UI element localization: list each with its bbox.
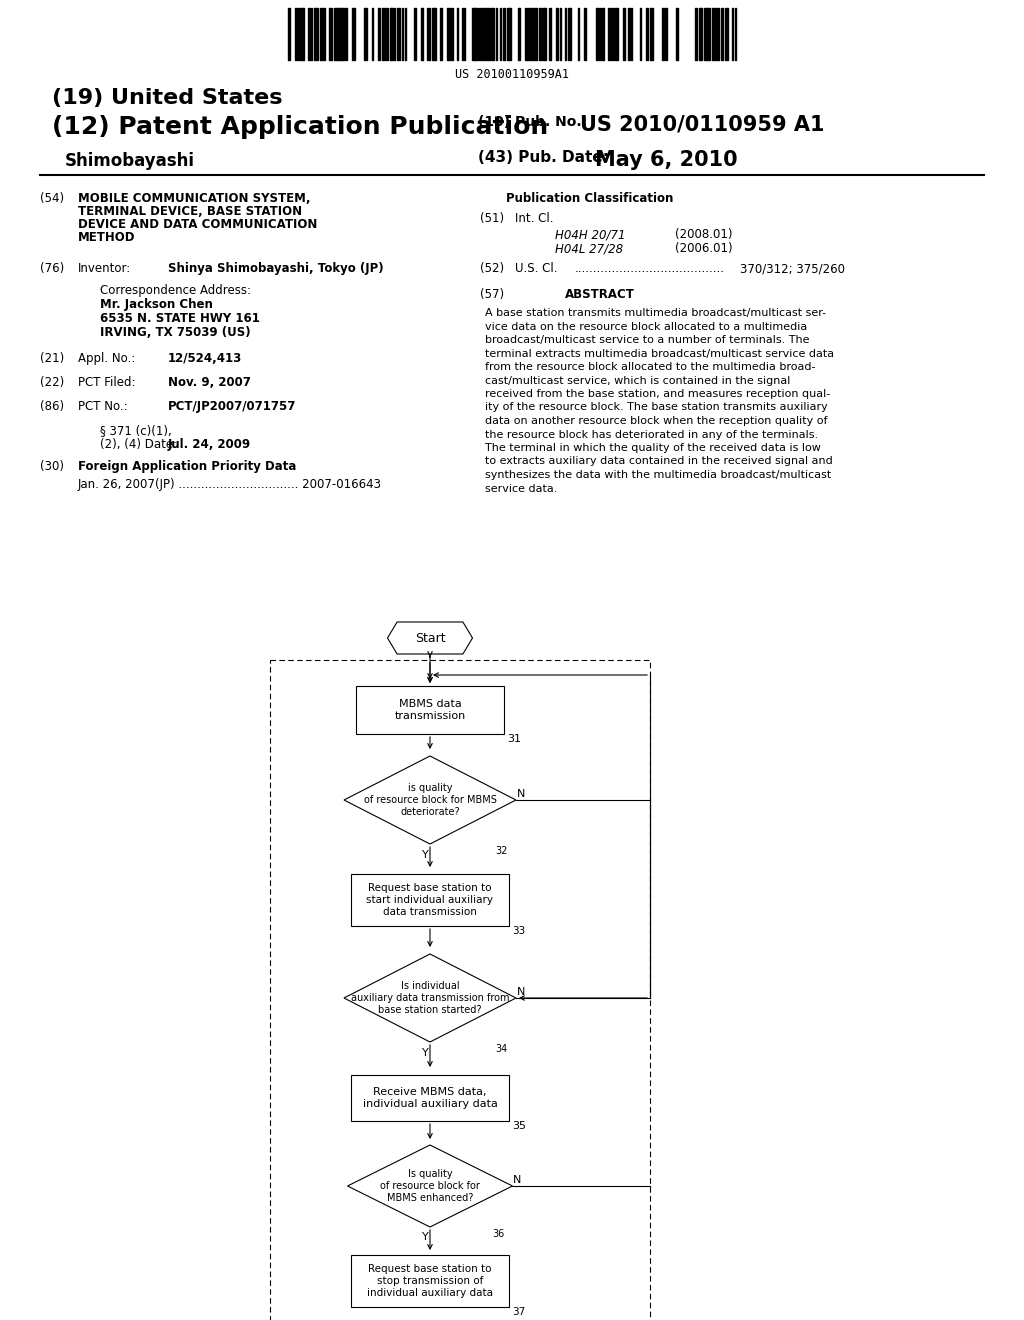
Text: (76): (76): [40, 261, 65, 275]
Bar: [356, 686, 504, 734]
Text: Is quality
of resource block for
MBMS enhanced?: Is quality of resource block for MBMS en…: [380, 1170, 480, 1203]
Text: Nov. 9, 2007: Nov. 9, 2007: [168, 376, 251, 389]
Text: May 6, 2010: May 6, 2010: [595, 150, 737, 170]
Text: Start: Start: [415, 631, 445, 644]
Text: The terminal in which the quality of the received data is low: The terminal in which the quality of the…: [485, 444, 821, 453]
Text: METHOD: METHOD: [78, 231, 135, 244]
Text: (10) Pub. No.:: (10) Pub. No.:: [478, 115, 587, 129]
Text: Y: Y: [422, 1232, 428, 1242]
Text: (54): (54): [40, 191, 65, 205]
Text: (52): (52): [480, 261, 504, 275]
Text: (19) United States: (19) United States: [52, 88, 283, 108]
Text: (2008.01): (2008.01): [675, 228, 732, 242]
Text: Appl. No.:: Appl. No.:: [78, 352, 135, 366]
Text: Shimobayashi: Shimobayashi: [65, 152, 195, 170]
Text: (86): (86): [40, 400, 65, 413]
Polygon shape: [387, 622, 472, 653]
Text: ity of the resource block. The base station transmits auxiliary: ity of the resource block. The base stat…: [485, 403, 827, 412]
Text: Jan. 26, 2007: Jan. 26, 2007: [78, 478, 156, 491]
Text: § 371 (c)(1),: § 371 (c)(1),: [100, 424, 172, 437]
Text: Y: Y: [422, 850, 428, 861]
Text: (2), (4) Date:: (2), (4) Date:: [100, 438, 177, 451]
Text: IRVING, TX 75039 (US): IRVING, TX 75039 (US): [100, 326, 251, 339]
Text: broadcast/multicast service to a number of terminals. The: broadcast/multicast service to a number …: [485, 335, 810, 345]
Text: Inventor:: Inventor:: [78, 261, 131, 275]
Text: 32: 32: [496, 846, 508, 855]
Text: DEVICE AND DATA COMMUNICATION: DEVICE AND DATA COMMUNICATION: [78, 218, 317, 231]
Text: Is individual
auxiliary data transmission from
base station started?: Is individual auxiliary data transmissio…: [351, 981, 509, 1015]
Polygon shape: [347, 1144, 512, 1228]
Text: 12/524,413: 12/524,413: [168, 352, 243, 366]
Text: service data.: service data.: [485, 483, 557, 494]
Text: N: N: [517, 987, 525, 997]
Text: N: N: [513, 1175, 521, 1185]
Text: Int. Cl.: Int. Cl.: [515, 213, 554, 224]
Text: from the resource block allocated to the multimedia broad-: from the resource block allocated to the…: [485, 362, 815, 372]
Text: A base station transmits multimedia broadcast/multicast ser-: A base station transmits multimedia broa…: [485, 308, 826, 318]
Text: to extracts auxiliary data contained in the received signal and: to extracts auxiliary data contained in …: [485, 457, 833, 466]
Text: (2006.01): (2006.01): [675, 242, 732, 255]
Text: terminal extracts multimedia broadcast/multicast service data: terminal extracts multimedia broadcast/m…: [485, 348, 835, 359]
Text: U.S. Cl.: U.S. Cl.: [515, 261, 557, 275]
Text: 34: 34: [496, 1044, 508, 1053]
Text: MBMS data
transmission: MBMS data transmission: [394, 700, 466, 721]
Text: 36: 36: [493, 1229, 505, 1239]
Bar: [270, 660, 650, 1320]
Text: Correspondence Address:: Correspondence Address:: [100, 284, 251, 297]
Text: (21): (21): [40, 352, 65, 366]
Text: TERMINAL DEVICE, BASE STATION: TERMINAL DEVICE, BASE STATION: [78, 205, 302, 218]
Text: Mr. Jackson Chen: Mr. Jackson Chen: [100, 298, 213, 312]
Text: data on another resource block when the reception quality of: data on another resource block when the …: [485, 416, 827, 426]
Text: 31: 31: [507, 734, 521, 744]
Text: (JP) ................................ 2007-016643: (JP) ................................ 20…: [155, 478, 381, 491]
Text: US 2010/0110959 A1: US 2010/0110959 A1: [580, 115, 824, 135]
Text: the resource block has deteriorated in any of the terminals.: the resource block has deteriorated in a…: [485, 429, 818, 440]
Text: 6535 N. STATE HWY 161: 6535 N. STATE HWY 161: [100, 312, 260, 325]
Text: (30): (30): [40, 459, 63, 473]
Text: (51): (51): [480, 213, 504, 224]
Text: N: N: [517, 789, 525, 799]
Polygon shape: [344, 756, 516, 843]
Text: Request base station to
start individual auxiliary
data transmission: Request base station to start individual…: [367, 883, 494, 916]
Text: cast/multicast service, which is contained in the signal: cast/multicast service, which is contain…: [485, 375, 791, 385]
Text: 33: 33: [512, 927, 525, 936]
Text: PCT Filed:: PCT Filed:: [78, 376, 135, 389]
Text: (12) Patent Application Publication: (12) Patent Application Publication: [52, 115, 548, 139]
Text: US 20100110959A1: US 20100110959A1: [455, 69, 569, 81]
Text: (43) Pub. Date:: (43) Pub. Date:: [478, 150, 609, 165]
Bar: [351, 874, 509, 927]
Text: Shinya Shimobayashi, Tokyo (JP): Shinya Shimobayashi, Tokyo (JP): [168, 261, 384, 275]
Text: MOBILE COMMUNICATION SYSTEM,: MOBILE COMMUNICATION SYSTEM,: [78, 191, 310, 205]
Text: (22): (22): [40, 376, 65, 389]
Text: H04H 20/71: H04H 20/71: [555, 228, 626, 242]
Text: received from the base station, and measures reception qual-: received from the base station, and meas…: [485, 389, 830, 399]
Text: 370/312; 375/260: 370/312; 375/260: [740, 261, 845, 275]
Polygon shape: [344, 954, 516, 1041]
Text: PCT/JP2007/071757: PCT/JP2007/071757: [168, 400, 296, 413]
Text: Jul. 24, 2009: Jul. 24, 2009: [168, 438, 251, 451]
Text: Y: Y: [422, 1048, 428, 1059]
Bar: [351, 1255, 509, 1307]
Text: 35: 35: [512, 1121, 526, 1131]
Text: Publication Classification: Publication Classification: [506, 191, 674, 205]
Bar: [351, 1074, 509, 1121]
Text: Receive MBMS data,
individual auxiliary data: Receive MBMS data, individual auxiliary …: [362, 1088, 498, 1109]
Text: ........................................: ........................................: [575, 261, 725, 275]
Text: 37: 37: [512, 1307, 525, 1317]
Text: is quality
of resource block for MBMS
deteriorate?: is quality of resource block for MBMS de…: [364, 783, 497, 817]
Text: vice data on the resource block allocated to a multimedia: vice data on the resource block allocate…: [485, 322, 807, 331]
Text: PCT No.:: PCT No.:: [78, 400, 128, 413]
Text: H04L 27/28: H04L 27/28: [555, 242, 624, 255]
Text: ABSTRACT: ABSTRACT: [565, 288, 635, 301]
Text: Request base station to
stop transmission of
individual auxiliary data: Request base station to stop transmissio…: [367, 1265, 493, 1298]
Text: Foreign Application Priority Data: Foreign Application Priority Data: [78, 459, 296, 473]
Text: synthesizes the data with the multimedia broadcast/multicast: synthesizes the data with the multimedia…: [485, 470, 831, 480]
Text: (57): (57): [480, 288, 504, 301]
